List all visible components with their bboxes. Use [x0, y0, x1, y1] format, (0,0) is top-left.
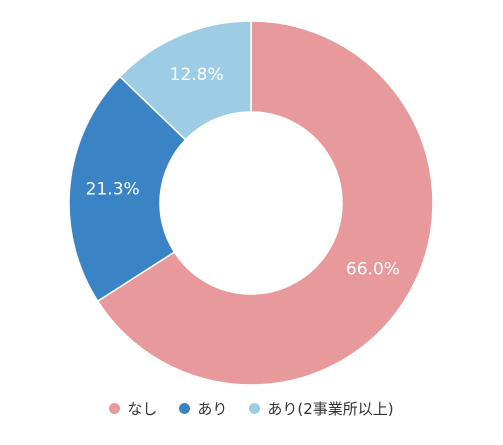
slice-ari	[68, 75, 187, 303]
slice-nashi	[96, 20, 434, 386]
slice-label-ari: 21.3%	[86, 179, 140, 199]
legend-dot-ari-multi	[249, 403, 261, 414]
legend-dot-ari	[179, 403, 191, 414]
legend-label-ari-multi: あり(2事業所以上)	[267, 400, 394, 418]
legend-item-ari-multi: あり(2事業所以上)	[249, 398, 394, 419]
legend-label-ari: あり	[197, 400, 228, 418]
legend-label-nashi: なし	[127, 400, 158, 418]
legend-item-nashi: なし	[109, 398, 157, 419]
chart-legend: なし あり あり(2事業所以上)	[0, 398, 503, 419]
donut-chart-svg: 66.0% 21.3% 12.8%	[68, 20, 434, 386]
legend-dot-nashi	[109, 403, 121, 414]
legend-item-ari: あり	[179, 398, 227, 419]
slice-label-nashi: 66.0%	[346, 260, 400, 280]
slice-label-ari-multi: 12.8%	[170, 65, 224, 85]
slice-ari-multi	[118, 20, 252, 141]
